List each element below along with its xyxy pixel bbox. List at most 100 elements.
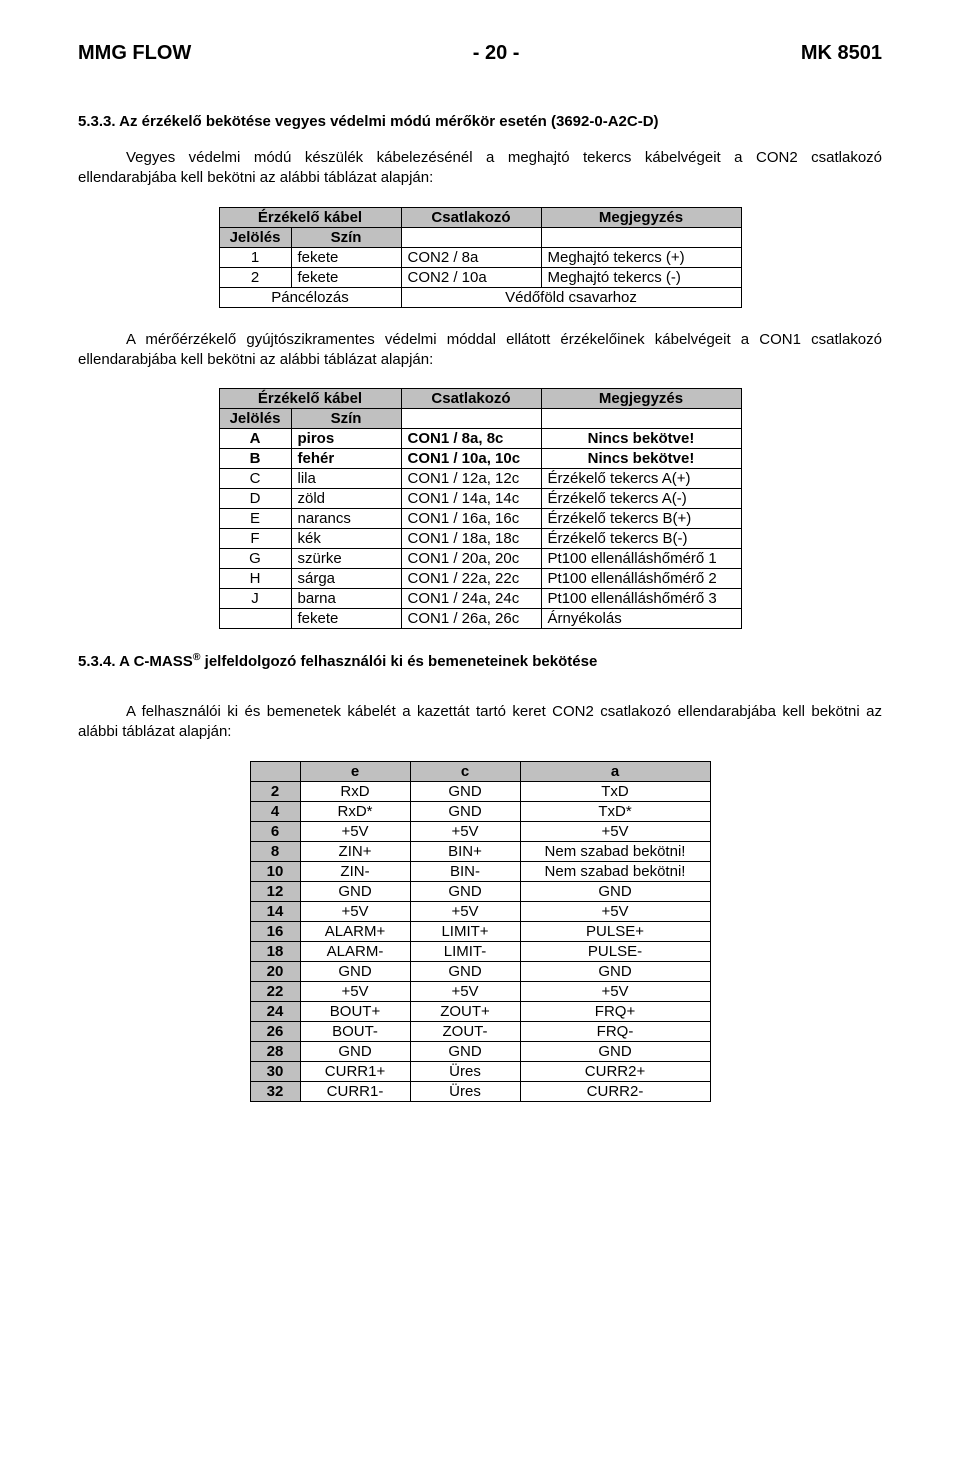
table-row: 2feketeCON2 / 10aMeghajtó tekercs (-): [219, 267, 741, 287]
t2-color: szürke: [291, 549, 401, 569]
t2-note: Érzékelő tekercs B(-): [541, 529, 741, 549]
t1-conn: CON2 / 8a: [401, 247, 541, 267]
t2-h-color: Szín: [291, 409, 401, 429]
t3-a: +5V: [520, 821, 710, 841]
t3-num: 12: [250, 881, 300, 901]
t3-c: ZOUT-: [410, 1021, 520, 1041]
t3-c: BIN-: [410, 861, 520, 881]
t3-e: RxD*: [300, 801, 410, 821]
t2-conn: CON1 / 26a, 26c: [401, 609, 541, 629]
t3-a: +5V: [520, 981, 710, 1001]
t2-conn: CON1 / 14a, 14c: [401, 489, 541, 509]
t3-c: Üres: [410, 1081, 520, 1101]
t2-mark: E: [219, 509, 291, 529]
t1-shield: Páncélozás: [219, 287, 401, 307]
t3-c: Üres: [410, 1061, 520, 1081]
t3-e: ALARM+: [300, 921, 410, 941]
t2-conn: CON1 / 10a, 10c: [401, 449, 541, 469]
section-533-title: 5.3.3. Az érzékelő bekötése vegyes védel…: [78, 113, 882, 130]
table-row: 28GNDGNDGND: [250, 1041, 710, 1061]
t1-note: Meghajtó tekercs (-): [541, 267, 741, 287]
t2-note: Érzékelő tekercs A(-): [541, 489, 741, 509]
t3-a: CURR2-: [520, 1081, 710, 1101]
t2-conn: CON1 / 18a, 18c: [401, 529, 541, 549]
t1-mark: 1: [219, 247, 291, 267]
table-row: EnarancsCON1 / 16a, 16cÉrzékelő tekercs …: [219, 509, 741, 529]
t1-conn: CON2 / 10a: [401, 267, 541, 287]
t3-a: GND: [520, 881, 710, 901]
t2-color: fekete: [291, 609, 401, 629]
table-row: DzöldCON1 / 14a, 14cÉrzékelő tekercs A(-…: [219, 489, 741, 509]
t2-color: narancs: [291, 509, 401, 529]
t3-a: PULSE-: [520, 941, 710, 961]
header-right: MK 8501: [801, 42, 882, 65]
t2-conn: CON1 / 24a, 24c: [401, 589, 541, 609]
section-534-suffix: jelfeldolgozó felhasználói ki és bemenet…: [201, 653, 598, 670]
table-row: 16ALARM+LIMIT+PULSE+: [250, 921, 710, 941]
table-row: 10ZIN-BIN-Nem szabad bekötni!: [250, 861, 710, 881]
table-row: 20GNDGNDGND: [250, 961, 710, 981]
t3-a: GND: [520, 1041, 710, 1061]
t2-color: zöld: [291, 489, 401, 509]
t3-e: GND: [300, 961, 410, 981]
t3-num: 30: [250, 1061, 300, 1081]
t2-conn: CON1 / 20a, 20c: [401, 549, 541, 569]
t3-h-a: a: [520, 761, 710, 781]
t2-note: Pt100 ellenálláshőmérő 1: [541, 549, 741, 569]
t2-mark: G: [219, 549, 291, 569]
t3-num: 8: [250, 841, 300, 861]
t2-color: lila: [291, 469, 401, 489]
t3-c: ZOUT+: [410, 1001, 520, 1021]
table-row: FkékCON1 / 18a, 18cÉrzékelő tekercs B(-): [219, 529, 741, 549]
section-534-title: 5.3.4. A C-MASS® jelfeldolgozó felhaszná…: [78, 651, 882, 670]
table-row: 24BOUT+ZOUT+FRQ+: [250, 1001, 710, 1021]
t2-note: Pt100 ellenálláshőmérő 3: [541, 589, 741, 609]
t3-c: GND: [410, 961, 520, 981]
t2-note: Érzékelő tekercs B(+): [541, 509, 741, 529]
t2-mark: [219, 609, 291, 629]
t2-h-conn: Csatlakozó: [401, 389, 541, 409]
t3-a: Nem szabad bekötni!: [520, 861, 710, 881]
t3-e: BOUT-: [300, 1021, 410, 1041]
t3-e: ZIN+: [300, 841, 410, 861]
header-center: - 20 -: [473, 42, 520, 65]
t2-conn: CON1 / 22a, 22c: [401, 569, 541, 589]
t3-c: GND: [410, 881, 520, 901]
t3-e: +5V: [300, 981, 410, 1001]
t3-c: GND: [410, 1041, 520, 1061]
t2-color: piros: [291, 429, 401, 449]
table-row: feketeCON1 / 26a, 26cÁrnyékolás: [219, 609, 741, 629]
t3-c: +5V: [410, 821, 520, 841]
t2-mark: A: [219, 429, 291, 449]
t1-note: Meghajtó tekercs (+): [541, 247, 741, 267]
t3-e: GND: [300, 1041, 410, 1061]
table-row: 26BOUT-ZOUT-FRQ-: [250, 1021, 710, 1041]
table-row: 22+5V+5V+5V: [250, 981, 710, 1001]
t3-e: CURR1+: [300, 1061, 410, 1081]
t3-c: LIMIT-: [410, 941, 520, 961]
t3-e: RxD: [300, 781, 410, 801]
t3-blank: [250, 761, 300, 781]
t3-a: Nem szabad bekötni!: [520, 841, 710, 861]
table-con2: Érzékelő kábel Csatlakozó Megjegyzés Jel…: [219, 207, 742, 308]
t2-mark: H: [219, 569, 291, 589]
t3-a: FRQ-: [520, 1021, 710, 1041]
table-io: e c a 2RxDGNDTxD4RxD*GNDTxD*6+5V+5V+5V8Z…: [250, 761, 711, 1102]
t3-e: BOUT+: [300, 1001, 410, 1021]
t3-a: GND: [520, 961, 710, 981]
t3-c: GND: [410, 781, 520, 801]
table-row: 4RxD*GNDTxD*: [250, 801, 710, 821]
t3-e: +5V: [300, 821, 410, 841]
table-row: GszürkeCON1 / 20a, 20cPt100 ellenálláshő…: [219, 549, 741, 569]
t3-e: +5V: [300, 901, 410, 921]
t1-h-color: Szín: [291, 227, 401, 247]
table-row: 30CURR1+ÜresCURR2+: [250, 1061, 710, 1081]
t1-color: fekete: [291, 267, 401, 287]
t1-color: fekete: [291, 247, 401, 267]
t3-num: 18: [250, 941, 300, 961]
t1-shield-note: Védőföld csavarhoz: [401, 287, 741, 307]
t2-conn: CON1 / 16a, 16c: [401, 509, 541, 529]
t3-num: 10: [250, 861, 300, 881]
section-533-paragraph: Vegyes védelmi módú készülék kábelezésén…: [78, 148, 882, 189]
t3-num: 26: [250, 1021, 300, 1041]
